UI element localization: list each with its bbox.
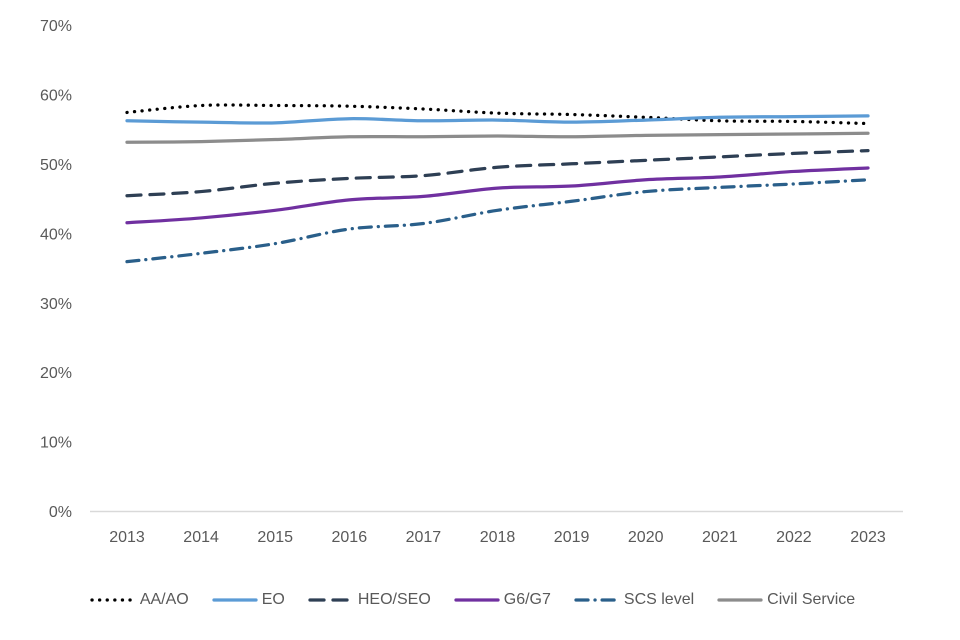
legend-label: G6/G7 xyxy=(503,591,551,608)
legend-item-eo: EO xyxy=(212,591,285,609)
chart-legend: AA/AO EO HEO/SEO G6/G7 SCS level Civil Servic… xyxy=(0,586,945,614)
line-chart-plot-area: 0% 10% 20% 30% 40% 50% 60% 70% 2013 2014 2015 2016 2… xyxy=(40,18,903,546)
series-line-heo-seo xyxy=(125,148,870,198)
x-axis-tick-label: 2016 xyxy=(332,529,368,546)
series-line-scs-level xyxy=(125,178,870,264)
y-axis-tick-label: 10% xyxy=(40,435,72,452)
y-axis-tick-label: 70% xyxy=(40,18,72,35)
x-axis-tick-label: 2020 xyxy=(628,529,664,546)
x-axis-tick-label: 2017 xyxy=(406,529,442,546)
x-axis-tick-label: 2015 xyxy=(257,529,293,546)
series-line-civil-service xyxy=(125,131,870,144)
legend-line-sample-eo xyxy=(212,598,258,602)
legend-label: EO xyxy=(261,591,285,608)
x-axis-tick-label: 2021 xyxy=(702,529,738,546)
legend-line-sample-heo-seo xyxy=(308,598,354,602)
legend-item-aa-ao: AA/AO xyxy=(90,591,189,609)
legend-line-sample-g6-g7 xyxy=(454,598,500,602)
series-line-aa-ao xyxy=(125,103,870,126)
x-axis-tick-label: 2019 xyxy=(554,529,590,546)
legend-line-sample-scs-level xyxy=(574,598,620,602)
legend-item-g6-g7: G6/G7 xyxy=(454,591,551,609)
series-line-eo xyxy=(125,114,870,125)
series-line-g6-g7 xyxy=(125,166,870,225)
x-axis-tick-label: 2023 xyxy=(850,529,886,546)
x-axis-tick-label: 2022 xyxy=(776,529,812,546)
x-axis-tick-label: 2018 xyxy=(480,529,516,546)
legend-item-scs-level: SCS level xyxy=(574,591,694,609)
x-axis-tick-label: 2013 xyxy=(109,529,145,546)
y-axis-tick-label: 50% xyxy=(40,157,72,174)
legend-label: HEO/SEO xyxy=(357,591,431,608)
y-axis-tick-label: 30% xyxy=(40,296,72,313)
legend-label: SCS level xyxy=(623,591,695,608)
y-axis-tick-label: 40% xyxy=(40,226,72,243)
legend-label: AA/AO xyxy=(139,591,189,608)
legend-item-civil-service: Civil Service xyxy=(717,591,855,609)
y-axis-tick-label: 20% xyxy=(40,365,72,382)
x-axis-tick-label: 2014 xyxy=(183,529,219,546)
legend-label: Civil Service xyxy=(767,591,856,608)
legend-item-heo-seo: HEO/SEO xyxy=(308,591,431,609)
y-axis-tick-label: 0% xyxy=(49,504,72,521)
y-axis-tick-label: 60% xyxy=(40,88,72,105)
legend-line-sample-civil-service xyxy=(717,598,763,602)
legend-line-sample-aa-ao xyxy=(90,598,136,602)
